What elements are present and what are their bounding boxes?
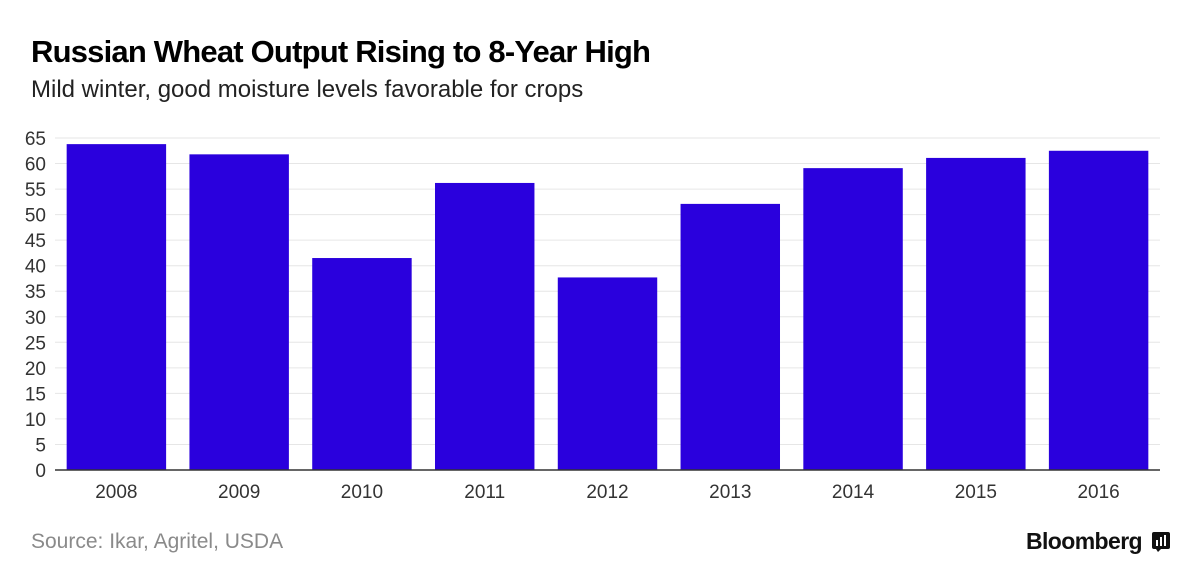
bloomberg-terminal-icon bbox=[1152, 532, 1170, 552]
bar bbox=[803, 168, 903, 471]
bar bbox=[680, 203, 781, 471]
y-tick-label: 45 bbox=[25, 231, 46, 252]
chart-title: Russian Wheat Output Rising to 8-Year Hi… bbox=[31, 34, 651, 69]
x-tick-label: 2014 bbox=[832, 482, 875, 503]
x-tick-label: 2009 bbox=[218, 482, 260, 503]
bar bbox=[1048, 150, 1149, 470]
x-tick-label: 2011 bbox=[464, 482, 505, 503]
y-tick-label: 5 bbox=[35, 435, 46, 456]
bar bbox=[189, 154, 289, 471]
y-tick-label: 15 bbox=[25, 384, 46, 405]
y-tick-label: 30 bbox=[25, 308, 46, 329]
y-tick-label: 35 bbox=[25, 282, 46, 303]
source-note: Source: Ikar, Agritel, USDA bbox=[31, 530, 284, 553]
y-tick-label: 50 bbox=[25, 206, 46, 227]
y-tick-label: 55 bbox=[25, 180, 46, 201]
y-tick-label: 10 bbox=[25, 410, 46, 431]
x-tick-label: 2013 bbox=[709, 482, 751, 503]
x-tick-label: 2015 bbox=[955, 482, 997, 503]
y-tick-label: 20 bbox=[25, 359, 46, 380]
x-tick-label: 2008 bbox=[95, 482, 137, 503]
y-tick-label: 0 bbox=[35, 461, 46, 482]
bar bbox=[66, 144, 167, 471]
y-tick-label: 60 bbox=[25, 155, 46, 176]
brand-logo-text: Bloomberg bbox=[1026, 528, 1143, 554]
y-tick-label: 40 bbox=[25, 257, 46, 278]
x-tick-label: 2012 bbox=[586, 482, 628, 503]
y-tick-label: 65 bbox=[25, 129, 46, 150]
y-tick-label: 25 bbox=[25, 333, 46, 354]
bar bbox=[434, 182, 535, 470]
bar bbox=[312, 258, 412, 470]
chart-subtitle: Mild winter, good moisture levels favora… bbox=[31, 76, 584, 103]
x-tick-label: 2010 bbox=[341, 482, 383, 503]
bar bbox=[926, 157, 1026, 471]
bar bbox=[557, 277, 658, 470]
x-tick-label: 2016 bbox=[1077, 482, 1119, 503]
